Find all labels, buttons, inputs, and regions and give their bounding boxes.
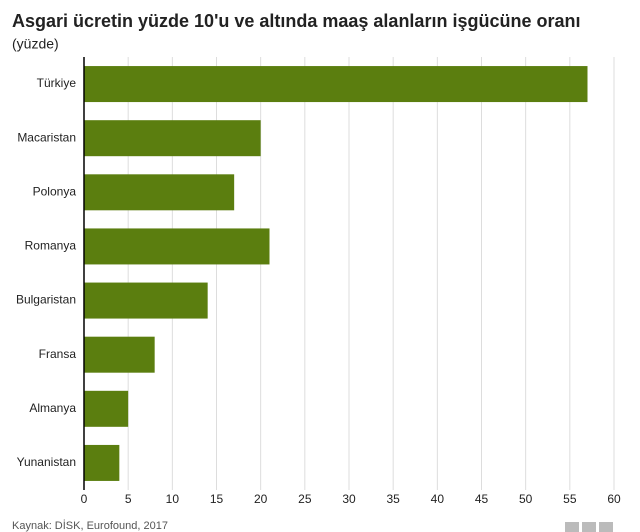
chart-subtitle: (yüzde)	[12, 36, 59, 52]
bar	[84, 390, 129, 427]
bar	[84, 444, 120, 481]
y-tick-label: Türkiye	[37, 76, 77, 90]
y-tick-label: Macaristan	[17, 130, 76, 144]
x-tick-label: 50	[519, 492, 533, 506]
x-tick-label: 30	[342, 492, 356, 506]
y-tick-label: Polonya	[33, 184, 77, 198]
bar	[84, 336, 155, 373]
x-tick-label: 40	[431, 492, 445, 506]
x-tick-label: 35	[386, 492, 400, 506]
bar	[84, 228, 270, 265]
x-tick-label: 10	[166, 492, 180, 506]
x-tick-label: 0	[81, 492, 88, 506]
bar	[84, 66, 588, 103]
bar	[84, 282, 208, 319]
bar	[84, 120, 261, 157]
source: Kaynak: DİSK, Eurofound, 2017	[12, 519, 168, 532]
y-tick-label: Yunanistan	[17, 455, 76, 469]
bar	[84, 174, 235, 211]
y-tick-label: Almanya	[29, 401, 76, 415]
x-tick-label: 45	[475, 492, 489, 506]
x-tick-label: 15	[210, 492, 224, 506]
x-tick-label: 20	[254, 492, 268, 506]
x-tick-label: 25	[298, 492, 312, 506]
y-tick-label: Romanya	[25, 239, 77, 253]
y-tick-label: Fransa	[39, 347, 77, 361]
y-tick-label: Bulgaristan	[16, 293, 76, 307]
x-tick-label: 55	[563, 492, 577, 506]
logo	[565, 522, 613, 532]
x-tick-label: 60	[607, 492, 621, 506]
x-tick-label: 5	[125, 492, 132, 506]
chart-title: Asgari ücretin yüzde 10'u ve altında maa…	[12, 11, 580, 31]
